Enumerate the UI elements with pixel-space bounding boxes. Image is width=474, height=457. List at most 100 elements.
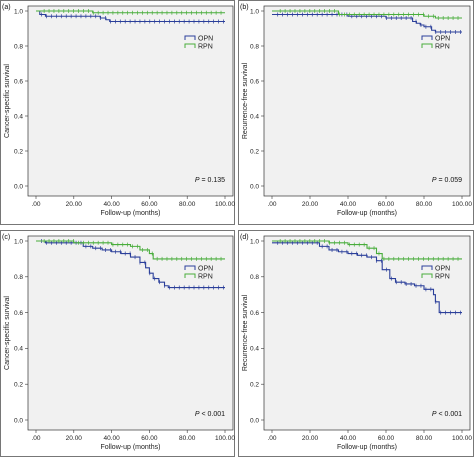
y-tick-label: 0.8 [250, 274, 259, 281]
legend-symbol-opn [421, 265, 433, 270]
x-tick-label: 80.00 [416, 435, 433, 442]
legend-label-opn: OPN [198, 36, 213, 43]
p-value-symbol: P [432, 411, 437, 418]
x-tick-label: 20.00 [66, 435, 83, 442]
chart-panel-b: (b) 0.0 0.2 0.4 0.6 0.8 1.0 .00 20.00 40.00 60.00 8… [238, 0, 474, 225]
censor-marks-rpn [279, 239, 459, 261]
x-tick-label: 80.00 [179, 435, 196, 442]
p-value-text: = 0.059 [437, 177, 463, 184]
panel-label: (a) [2, 4, 11, 11]
legend-symbol-rpn [421, 273, 433, 278]
panel-label: (b) [240, 4, 249, 11]
x-tick-label: 60.00 [378, 201, 395, 208]
x-axis-label: Follow-up (months) [337, 210, 397, 217]
y-tick-label: 0.6 [14, 310, 23, 317]
censor-marks-rpn [43, 239, 222, 261]
legend-label-rpn: RPN [435, 274, 450, 281]
plot-area [27, 235, 234, 431]
legend-label-rpn: RPN [198, 44, 213, 51]
y-tick-label: 0.6 [250, 78, 259, 85]
x-tick-label: 100.00 [452, 201, 472, 208]
legend-label-rpn: RPN [198, 274, 213, 281]
x-tick-label: 60.00 [378, 435, 395, 442]
p-value-annotation: P < 0.001 [195, 411, 225, 418]
p-value-text: < 0.001 [200, 411, 226, 418]
legend-label-opn: OPN [198, 266, 213, 273]
x-axis-label: Follow-up (months) [337, 444, 397, 451]
x-tick-label: 40.00 [340, 435, 357, 442]
legend-symbol-opn [184, 35, 196, 40]
censor-marks-rpn [279, 9, 459, 20]
chart-panel-a: (a) 0.0 0.2 0.4 0.6 0.8 1.0 .00 20.00 40.00 60.00 8… [0, 0, 235, 225]
legend-label-opn: OPN [435, 266, 450, 273]
legend-label-rpn: RPN [435, 44, 450, 51]
y-tick-label: 0.4 [14, 346, 23, 353]
x-tick-label: 80.00 [179, 201, 196, 208]
x-tick-label: 40.00 [103, 435, 120, 442]
y-tick-label: 0.0 [14, 183, 23, 190]
x-tick-label: .00 [267, 435, 276, 442]
plot-area [263, 5, 471, 197]
x-tick-label: 60.00 [141, 201, 158, 208]
series-line-rpn [272, 240, 462, 260]
y-axis-label: Cancer-specific survival [4, 64, 11, 138]
p-value-symbol: P [195, 411, 200, 418]
y-tick-label: 0.4 [250, 346, 259, 353]
panel-label: (c) [2, 234, 10, 241]
x-tick-label: 100.00 [215, 435, 235, 442]
y-tick-label: 0.2 [250, 382, 259, 389]
y-tick-label: 0.2 [14, 382, 23, 389]
y-tick-label: 1.0 [14, 238, 23, 245]
y-tick-label: 0.0 [250, 183, 259, 190]
series-line-opn [272, 242, 462, 314]
y-axis-label: Cancer-specific survival [4, 296, 11, 370]
legend-symbol-rpn [421, 43, 433, 48]
y-tick-label: 0.8 [14, 43, 23, 50]
y-tick-label: 0.4 [250, 113, 259, 120]
legend-label-opn: OPN [435, 36, 450, 43]
censor-marks-opn [41, 12, 224, 24]
y-axis-label: Recurrence-free survival [242, 62, 249, 139]
y-tick-label: 0.0 [250, 417, 259, 424]
p-value-annotation: P = 0.059 [432, 177, 462, 184]
p-value-annotation: P = 0.135 [195, 177, 225, 184]
x-tick-label: 60.00 [141, 435, 158, 442]
plot-area [263, 235, 471, 431]
y-tick-label: 0.6 [14, 78, 23, 85]
series-line-rpn [272, 10, 462, 19]
x-tick-label: 40.00 [103, 201, 120, 208]
x-tick-label: 20.00 [66, 201, 83, 208]
censor-marks-opn [277, 12, 461, 34]
p-value-text: = 0.135 [200, 177, 226, 184]
y-tick-label: 0.2 [14, 148, 23, 155]
series-line-opn [36, 240, 225, 289]
x-tick-label: 20.00 [302, 435, 319, 442]
y-tick-label: 1.0 [14, 8, 23, 15]
x-tick-label: 20.00 [302, 201, 319, 208]
series-line-rpn [36, 10, 225, 14]
censor-marks-rpn [43, 9, 222, 15]
x-tick-label: 100.00 [452, 435, 472, 442]
series-line-opn [36, 10, 225, 23]
x-axis-label: Follow-up (months) [101, 444, 161, 451]
p-value-annotation: P < 0.001 [432, 411, 462, 418]
y-tick-label: 0.4 [14, 113, 23, 120]
y-tick-label: 0.6 [250, 310, 259, 317]
y-tick-label: 0.0 [14, 417, 23, 424]
panel-label: (d) [240, 234, 249, 241]
p-value-text: < 0.001 [437, 411, 463, 418]
legend-symbol-opn [421, 35, 433, 40]
y-axis-label: Recurrence-free survival [242, 294, 249, 371]
y-tick-label: 0.8 [250, 43, 259, 50]
x-tick-label: .00 [267, 201, 276, 208]
y-tick-label: 0.2 [250, 148, 259, 155]
x-tick-label: 80.00 [416, 201, 433, 208]
y-tick-label: 1.0 [250, 8, 259, 15]
x-tick-label: 40.00 [340, 201, 357, 208]
legend-symbol-rpn [184, 273, 196, 278]
x-tick-label: .00 [31, 435, 40, 442]
chart-panel-d: (d) 0.0 0.2 0.4 0.6 0.8 1.0 .00 20.00 40.00 60.00 8… [238, 230, 474, 457]
x-tick-label: .00 [31, 201, 40, 208]
plot-area [27, 5, 234, 197]
